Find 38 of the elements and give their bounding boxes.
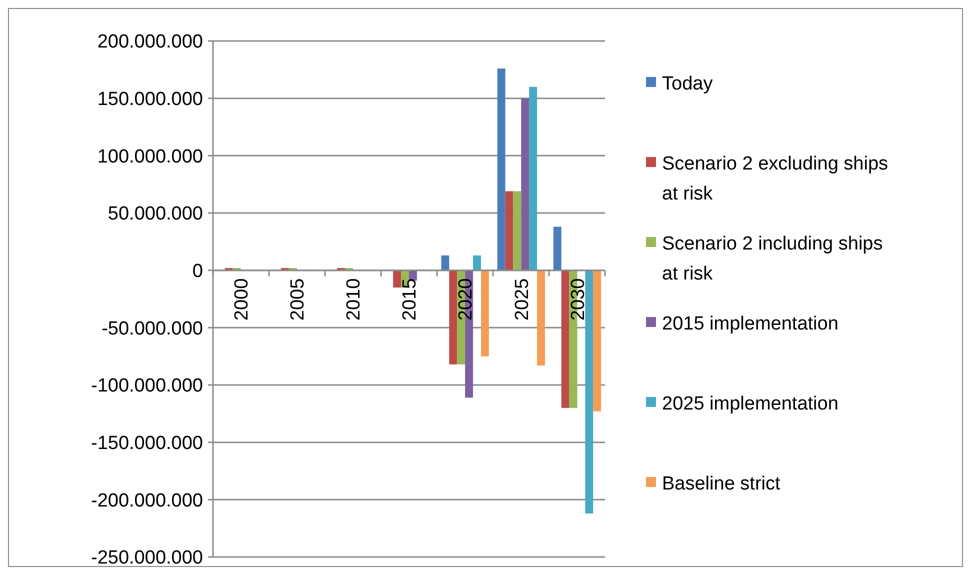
bar bbox=[441, 255, 450, 270]
x-tick-label: 2030 bbox=[568, 278, 589, 321]
legend-label: Scenario 2 including ships at risk bbox=[662, 234, 883, 285]
legend-label: Baseline strict bbox=[662, 474, 781, 495]
bar bbox=[497, 68, 506, 270]
bar bbox=[529, 86, 538, 270]
y-tick-label: -250.000.000 bbox=[91, 548, 203, 569]
y-tick-label: -50.000.000 bbox=[102, 318, 203, 340]
bar bbox=[505, 191, 514, 270]
bar bbox=[513, 191, 522, 270]
bar bbox=[480, 270, 489, 356]
bar bbox=[473, 255, 481, 270]
y-tick-label: 100.000.000 bbox=[97, 146, 203, 168]
legend-label: Today bbox=[662, 74, 714, 95]
y-tick-label: -200.000.000 bbox=[91, 490, 203, 512]
bar bbox=[537, 270, 545, 366]
x-tick-label: 2015 bbox=[400, 278, 421, 321]
bar bbox=[553, 226, 562, 270]
legend-label: 2025 implementation bbox=[662, 394, 838, 415]
bar bbox=[449, 270, 458, 364]
bar bbox=[585, 270, 594, 514]
legend-label: Scenario 2 excluding ships at risk bbox=[662, 154, 888, 205]
x-tick-label: 2010 bbox=[344, 278, 365, 321]
x-tick-label: 2005 bbox=[287, 278, 308, 321]
y-tick-label: -150.000.000 bbox=[91, 432, 203, 454]
x-tick-label: 2025 bbox=[512, 278, 533, 321]
x-tick-label: 2000 bbox=[231, 278, 252, 321]
y-tick-label: 50.000.000 bbox=[108, 204, 203, 225]
y-tick-label: 150.000.000 bbox=[97, 88, 203, 110]
x-tick-label: 2020 bbox=[456, 278, 477, 321]
bar bbox=[561, 270, 570, 408]
y-tick-label: -100.000.000 bbox=[91, 376, 203, 397]
bar bbox=[593, 270, 602, 412]
legend-label: 2015 implementation bbox=[662, 314, 838, 335]
bar bbox=[393, 270, 402, 288]
y-tick-label: 0 bbox=[192, 260, 203, 282]
bar bbox=[521, 98, 530, 270]
y-tick-label: 200.000.000 bbox=[97, 32, 203, 53]
